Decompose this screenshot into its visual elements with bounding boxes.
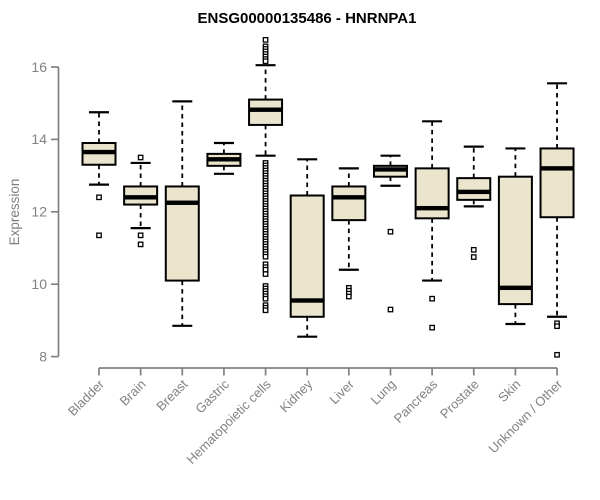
boxplot-gastric — [206, 141, 242, 175]
x-tick-label: Breast — [153, 376, 190, 413]
boxplot-pancreas — [414, 120, 450, 331]
outlier-point — [387, 306, 394, 313]
median-line — [373, 167, 407, 172]
outlier-point — [345, 293, 352, 300]
outlier-point — [554, 323, 560, 330]
median-line — [415, 205, 449, 211]
x-tick-label: Kidney — [277, 376, 316, 415]
boxplot-lung — [372, 154, 408, 313]
outlier-point — [470, 246, 477, 253]
outlier-point — [470, 254, 477, 260]
boxplot-skin — [497, 147, 533, 326]
iqr-box — [497, 175, 533, 306]
iqr-box — [331, 185, 367, 222]
y-tick-label: 12 — [31, 204, 47, 220]
median-line — [82, 149, 116, 155]
outlier-point — [262, 58, 269, 65]
outlier-point — [96, 194, 102, 201]
median-line — [207, 157, 241, 162]
y-tick-label: 8 — [39, 348, 47, 364]
iqr-box — [289, 194, 325, 318]
outlier-point — [554, 351, 560, 358]
median-line — [165, 200, 199, 205]
median-line — [249, 107, 283, 112]
outlier-point — [262, 37, 269, 43]
boxplots — [81, 37, 575, 358]
outlier-point — [96, 232, 102, 239]
x-tick-label: Pancreas — [391, 376, 441, 426]
boxplot-brain — [123, 154, 159, 248]
iqr-box — [248, 98, 284, 126]
boxplot-breast — [164, 100, 200, 327]
x-tick-label: Lung — [368, 377, 399, 408]
median-line — [498, 285, 532, 291]
median-line — [290, 298, 324, 303]
outlier-point — [387, 228, 394, 235]
median-line — [540, 166, 574, 171]
outlier-point — [262, 253, 269, 260]
boxplot-prostate — [456, 145, 492, 260]
x-tick-label: Gastric — [192, 376, 232, 416]
median-line — [457, 189, 491, 195]
x-tick-label: Unknown / Other — [486, 376, 566, 456]
boxplot-bladder — [81, 111, 117, 239]
y-tick-label: 14 — [31, 131, 47, 147]
outlier-point — [262, 271, 269, 277]
chart-title: ENSG00000135486 - HNRNPA1 — [197, 10, 416, 27]
outlier-point — [429, 295, 435, 302]
median-line — [332, 195, 366, 200]
y-axis-title: Expression — [7, 179, 22, 246]
x-tick-label: Prostate — [437, 377, 482, 422]
outlier-point — [262, 307, 269, 314]
median-line — [124, 195, 158, 200]
iqr-box — [539, 147, 575, 219]
x-tick-label: Skin — [495, 377, 523, 405]
x-tick-label: Liver — [326, 376, 357, 407]
x-tick-label: Bladder — [65, 376, 108, 419]
outlier-point — [262, 295, 269, 302]
x-tick-label: Brain — [117, 377, 149, 409]
boxplot-liver — [331, 167, 367, 300]
iqr-box — [414, 167, 450, 220]
iqr-box — [456, 177, 492, 201]
boxplot-unknown-other — [539, 82, 575, 358]
outlier-point — [137, 154, 144, 161]
outlier-point — [137, 241, 144, 248]
outlier-point — [137, 232, 144, 239]
y-tick-label: 10 — [31, 276, 47, 292]
outlier-point — [429, 324, 435, 331]
boxplot-kidney — [289, 158, 325, 338]
boxplot-hematopoietic-cells — [248, 37, 284, 314]
y-tick-label: 16 — [31, 59, 47, 75]
